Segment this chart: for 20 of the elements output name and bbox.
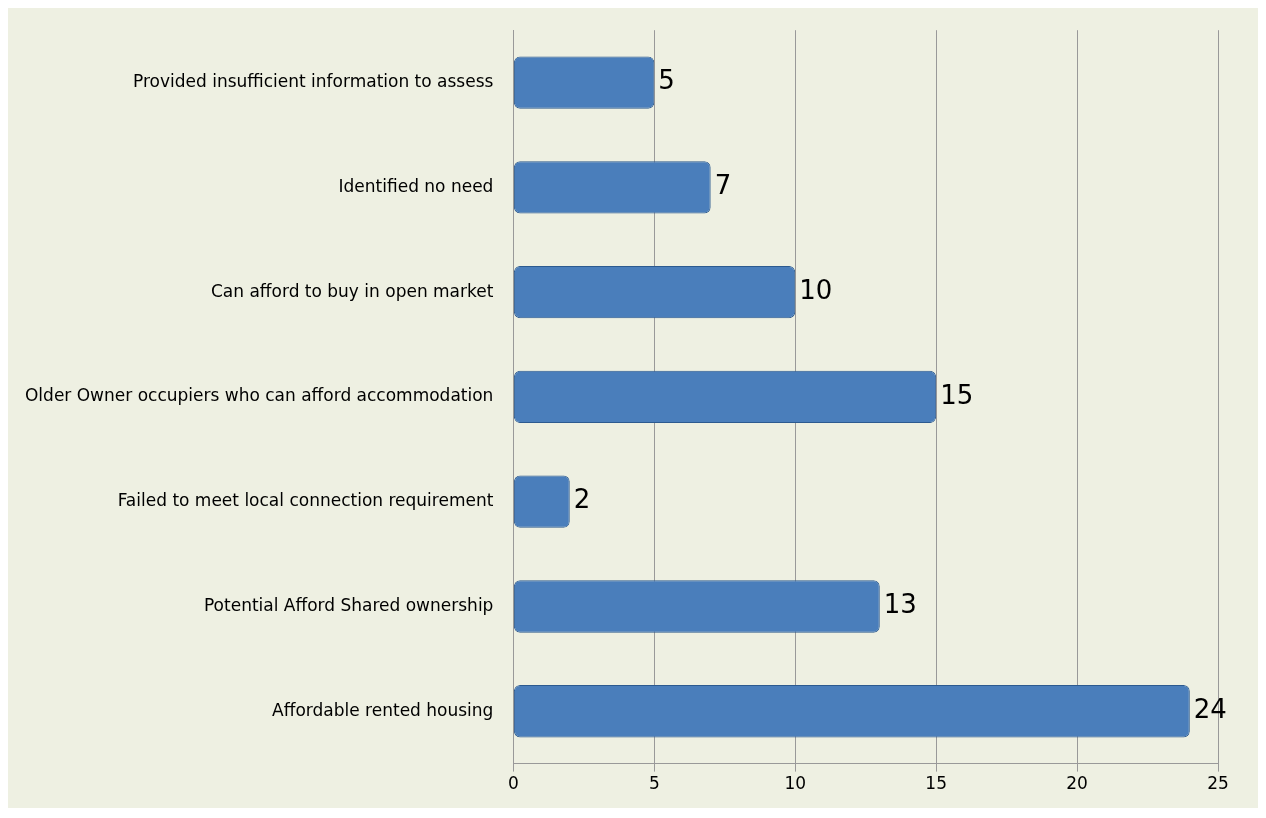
y-tick-label: Failed to meet local connection requirement bbox=[117, 490, 494, 511]
y-tick-label: Provided insufficient information to assess bbox=[132, 71, 494, 92]
y-tick-label: Can afford to buy in open market bbox=[210, 280, 494, 301]
data-label: 13 bbox=[883, 589, 917, 620]
data-label: 24 bbox=[1193, 693, 1227, 724]
data-label: 10 bbox=[799, 274, 833, 305]
data-label: 5 bbox=[658, 65, 675, 96]
x-tick-label: 20 bbox=[1066, 773, 1088, 794]
x-tick-label: 5 bbox=[648, 773, 660, 794]
x-tick-label: 15 bbox=[925, 773, 947, 794]
x-tick-label: 10 bbox=[784, 773, 807, 794]
data-label: 2 bbox=[573, 484, 591, 515]
y-tick-label: Identified no need bbox=[338, 175, 494, 196]
x-tick-label: 25 bbox=[1207, 773, 1229, 794]
y-tick-label: Older Owner occupiers who can afford accommodation bbox=[24, 385, 494, 406]
y-tick-label: Potential Afford Shared ownership bbox=[203, 594, 494, 615]
data-label: 7 bbox=[714, 170, 732, 201]
x-tick-label: 0 bbox=[507, 773, 519, 794]
y-tick-label: Affordable rented housing bbox=[272, 699, 494, 720]
data-label: 15 bbox=[940, 379, 974, 410]
